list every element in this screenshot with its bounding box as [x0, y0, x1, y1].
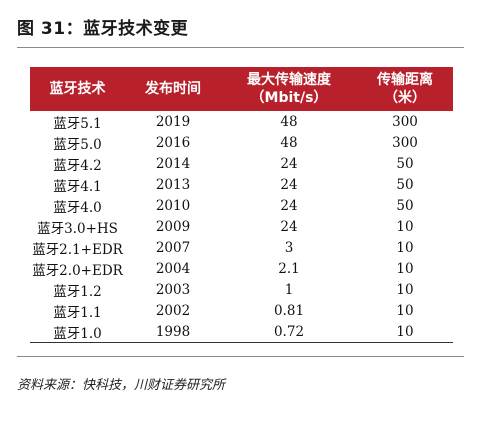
- cell-version: 蓝牙2.1+EDR: [32, 241, 123, 258]
- cell-speed: 0.81: [273, 302, 305, 319]
- header-release-year-label: 发布时间: [145, 81, 201, 97]
- cell-year: 2004: [155, 260, 191, 277]
- cell-version: 蓝牙1.2: [53, 283, 102, 300]
- cell-speed: 24: [280, 176, 298, 193]
- table-header-row: 蓝牙技术 发布时间 最大传输速度 （Mbit/s） 传输距离 （米）: [30, 67, 453, 111]
- top-divider: [17, 47, 464, 48]
- bluetooth-versions-table: 蓝牙技术 发布时间 最大传输速度 （Mbit/s） 传输距离 （米） 蓝牙5.1…: [30, 67, 453, 343]
- cell-version: 蓝牙4.2: [53, 157, 102, 174]
- table-row: 蓝牙4.1 2013 24 50: [30, 174, 453, 195]
- cell-speed: 48: [280, 113, 298, 130]
- header-max-speed-label: 最大传输速度: [247, 72, 331, 88]
- table-body: 蓝牙5.1 2019 48 300 蓝牙5.0 2016 48 300 蓝牙4.…: [30, 111, 453, 343]
- cell-speed: 0.72: [273, 323, 305, 340]
- cell-range: 50: [396, 176, 414, 193]
- cell-speed: 24: [280, 197, 298, 214]
- cell-version: 蓝牙5.0: [53, 136, 102, 153]
- cell-year: 2016: [155, 134, 191, 151]
- cell-year: 2002: [155, 302, 191, 319]
- cell-range: 300: [392, 113, 418, 130]
- table-row: 蓝牙5.1 2019 48 300: [30, 111, 453, 132]
- cell-version: 蓝牙1.1: [53, 304, 102, 321]
- header-range-label: 传输距离: [377, 72, 433, 88]
- header-bluetooth-tech-label: 蓝牙技术: [49, 81, 106, 97]
- cell-year: 2010: [155, 197, 191, 214]
- table-row: 蓝牙5.0 2016 48 300: [30, 132, 453, 153]
- header-range-unit: （米）: [384, 90, 426, 106]
- cell-range: 10: [396, 323, 414, 340]
- cell-version: 蓝牙1.0: [53, 325, 102, 342]
- cell-version: 蓝牙5.1: [53, 115, 102, 132]
- cell-speed: 24: [280, 155, 298, 172]
- cell-year: 2019: [155, 113, 191, 130]
- table-row: 蓝牙1.2 2003 1 10: [30, 279, 453, 300]
- cell-speed: 3: [284, 239, 294, 256]
- figure-title: 图 31：蓝牙技术变更: [17, 19, 189, 39]
- source-note: 资料来源：快科技，川财证券研究所: [17, 378, 226, 393]
- cell-year: 1998: [155, 323, 191, 340]
- cell-year: 2014: [155, 155, 191, 172]
- cell-version: 蓝牙2.0+EDR: [32, 262, 123, 279]
- cell-version: 蓝牙4.0: [53, 199, 102, 216]
- cell-range: 10: [396, 260, 414, 277]
- cell-range: 50: [396, 197, 414, 214]
- table-row: 蓝牙2.1+EDR 2007 3 10: [30, 237, 453, 258]
- cell-version: 蓝牙4.1: [53, 178, 102, 195]
- cell-version: 蓝牙3.0+HS: [37, 220, 118, 237]
- cell-speed: 2.1: [278, 260, 300, 277]
- cell-year: 2009: [155, 218, 191, 235]
- table-row: 蓝牙4.0 2010 24 50: [30, 195, 453, 216]
- cell-speed: 24: [280, 218, 298, 235]
- cell-year: 2007: [155, 239, 191, 256]
- cell-speed: 48: [280, 134, 298, 151]
- cell-range: 10: [396, 218, 414, 235]
- table-row: 蓝牙4.2 2014 24 50: [30, 153, 453, 174]
- header-range: 传输距离 （米）: [357, 67, 453, 111]
- header-release-year: 发布时间: [125, 67, 221, 111]
- cell-year: 2003: [155, 281, 191, 298]
- cell-speed: 1: [284, 281, 294, 298]
- bottom-divider: [17, 356, 464, 357]
- cell-range: 300: [392, 134, 418, 151]
- header-bluetooth-tech: 蓝牙技术: [30, 67, 125, 111]
- table-row: 蓝牙3.0+HS 2009 24 10: [30, 216, 453, 237]
- table-row: 蓝牙1.1 2002 0.81 10: [30, 300, 453, 321]
- header-max-speed-unit: （Mbit/s）: [250, 90, 328, 106]
- header-max-speed: 最大传输速度 （Mbit/s）: [221, 67, 357, 111]
- cell-range: 10: [396, 239, 414, 256]
- cell-range: 10: [396, 281, 414, 298]
- table-row: 蓝牙1.0 1998 0.72 10: [30, 321, 453, 342]
- cell-range: 50: [396, 155, 414, 172]
- cell-year: 2013: [155, 176, 191, 193]
- table-row: 蓝牙2.0+EDR 2004 2.1 10: [30, 258, 453, 279]
- cell-range: 10: [396, 302, 414, 319]
